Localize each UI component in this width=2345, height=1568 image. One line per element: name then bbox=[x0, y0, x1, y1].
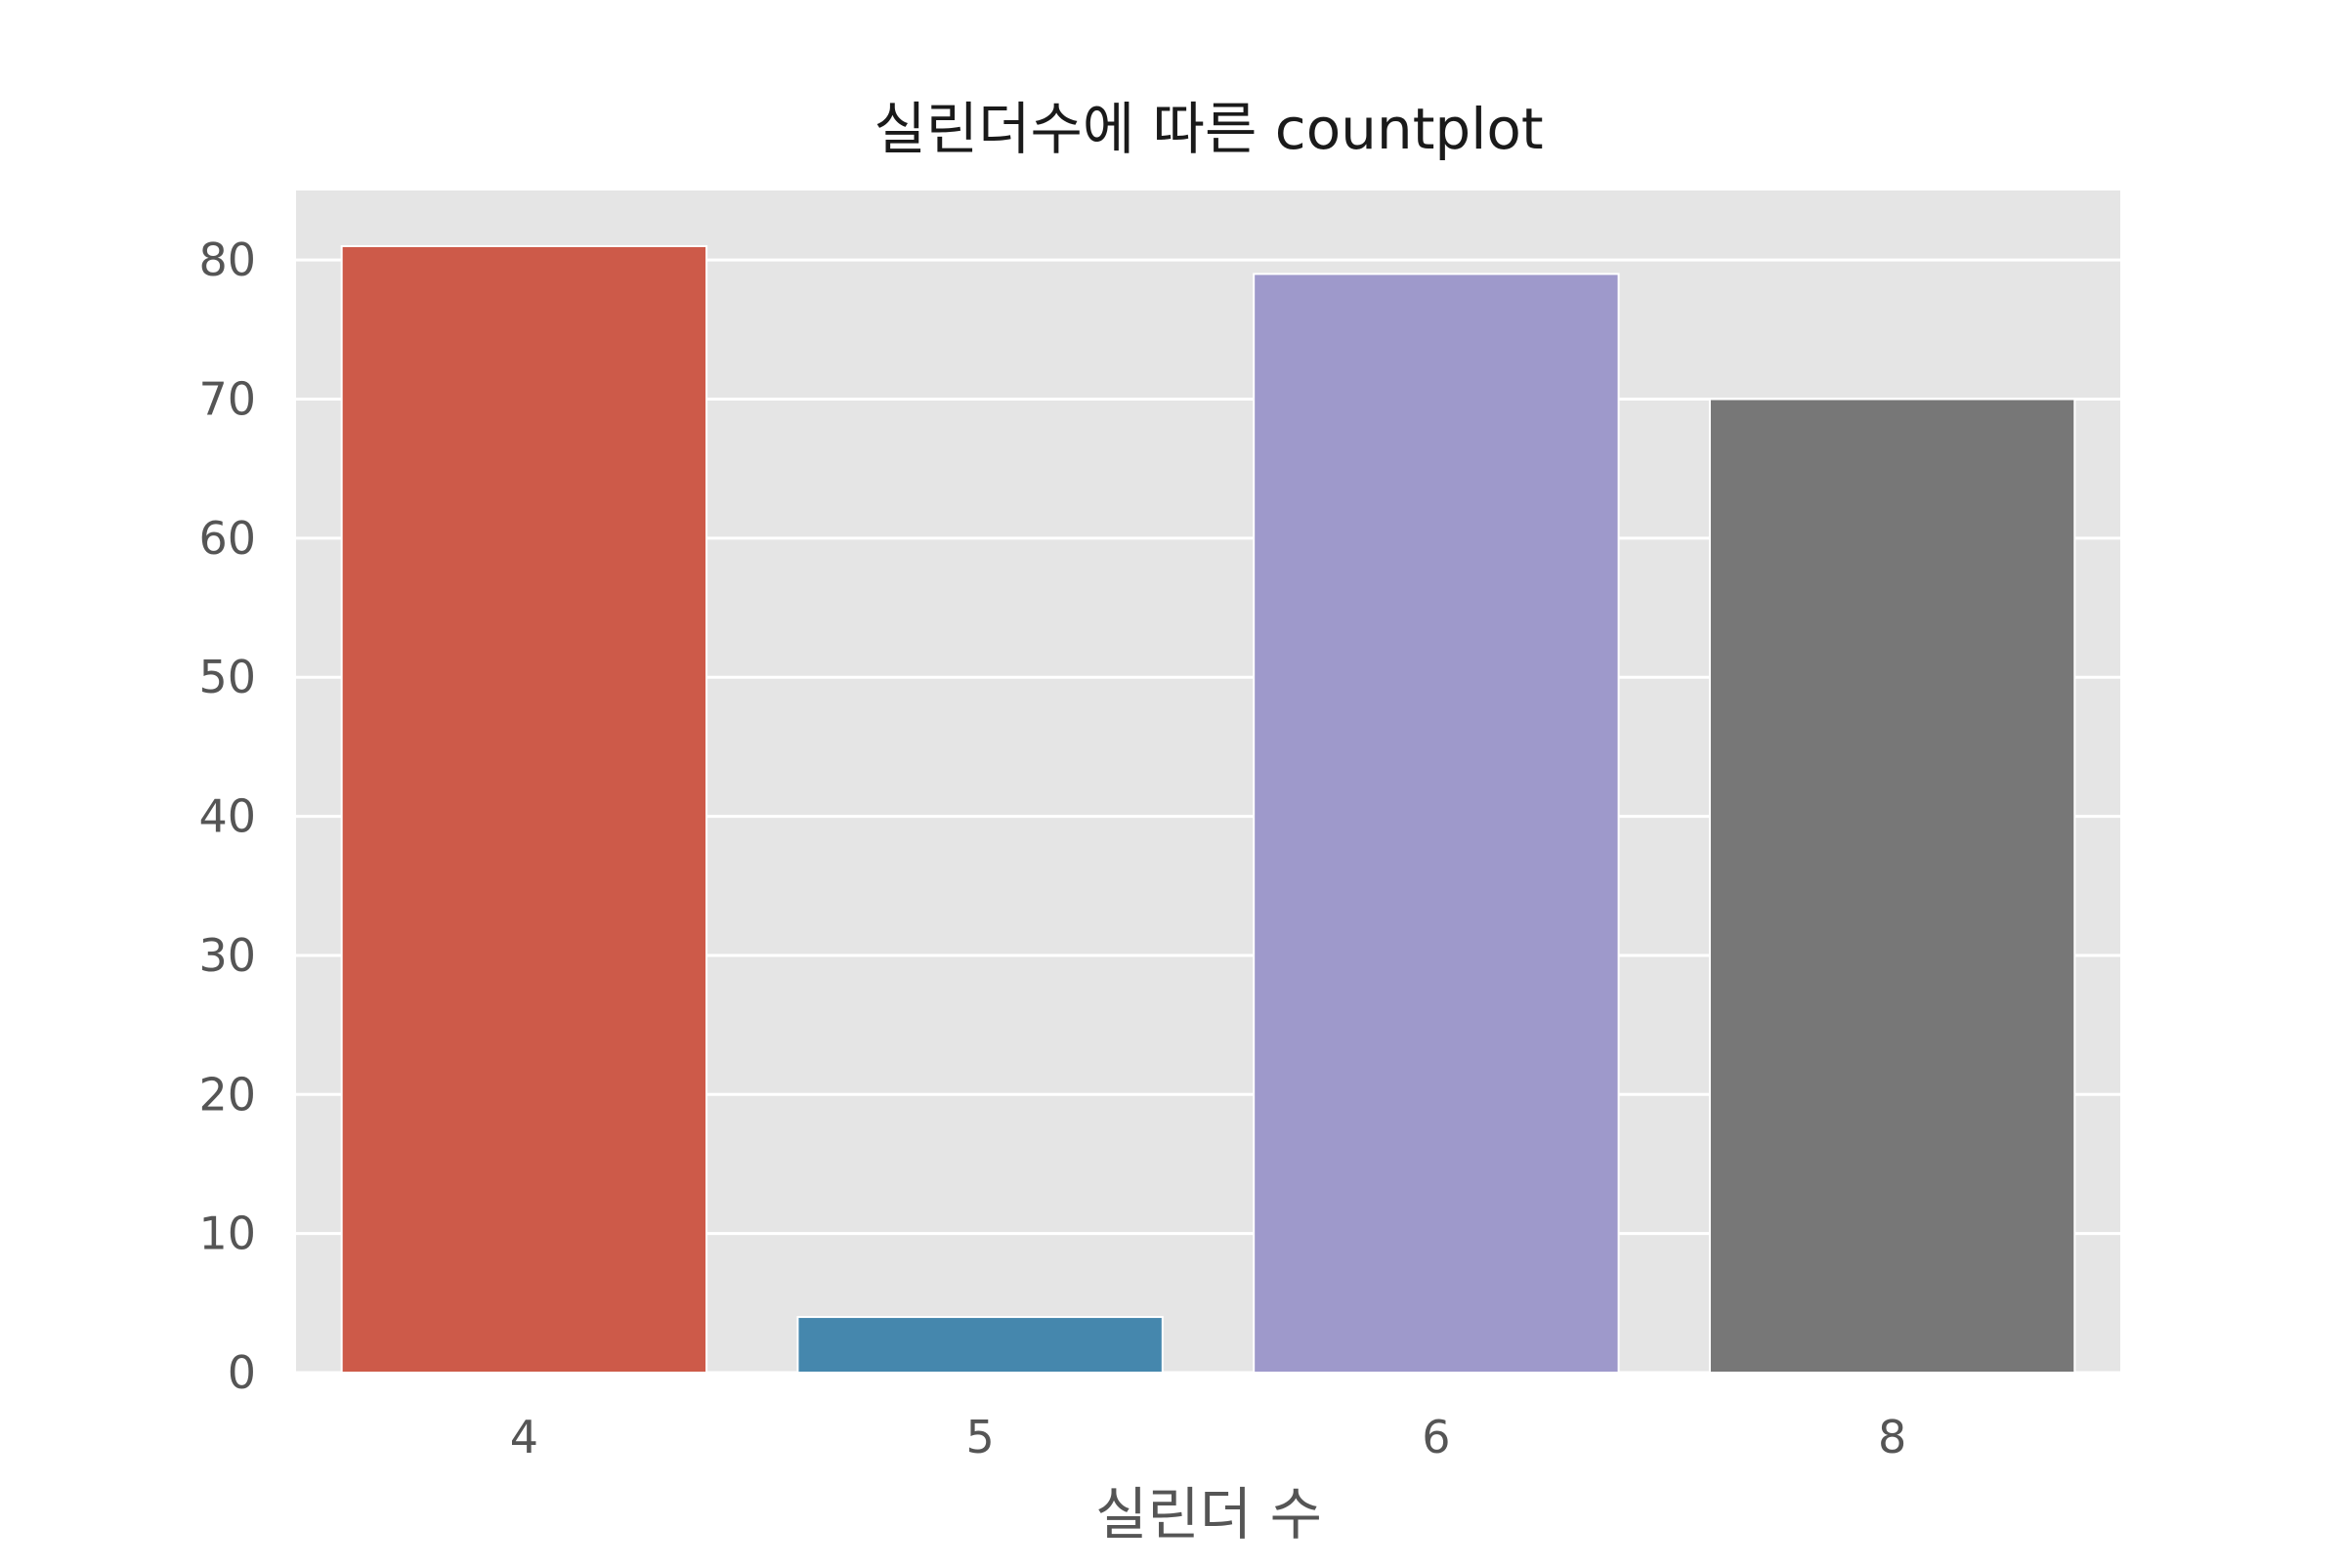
chart-title: 실린더수에 따른 countplot bbox=[874, 96, 1543, 162]
x-tick-label: 6 bbox=[1422, 1411, 1450, 1463]
y-tick-label: 10 bbox=[198, 1208, 256, 1260]
bar-5 bbox=[796, 1316, 1164, 1375]
bar-6 bbox=[1253, 273, 1620, 1375]
x-tick-label: 8 bbox=[1878, 1411, 1906, 1463]
x-tick-label: 5 bbox=[965, 1411, 994, 1463]
x-axis-ticks: 4 5 6 8 bbox=[510, 1411, 1907, 1463]
x-axis-label: 실린더 수 bbox=[1095, 1481, 1322, 1547]
y-tick-label: 80 bbox=[198, 233, 256, 286]
y-tick-label: 60 bbox=[198, 512, 256, 565]
bar-4 bbox=[340, 244, 708, 1375]
bar-8 bbox=[1708, 398, 2076, 1374]
y-tick-label: 0 bbox=[228, 1346, 256, 1399]
x-tick-label: 4 bbox=[510, 1411, 538, 1463]
y-tick-label: 50 bbox=[198, 651, 256, 703]
bars bbox=[340, 244, 2076, 1375]
y-tick-label: 40 bbox=[198, 790, 256, 843]
y-axis-ticks: 0 10 20 30 40 50 60 70 80 bbox=[198, 233, 256, 1399]
y-tick-label: 20 bbox=[198, 1068, 256, 1121]
y-tick-label: 30 bbox=[198, 929, 256, 982]
y-tick-label: 70 bbox=[198, 373, 256, 426]
